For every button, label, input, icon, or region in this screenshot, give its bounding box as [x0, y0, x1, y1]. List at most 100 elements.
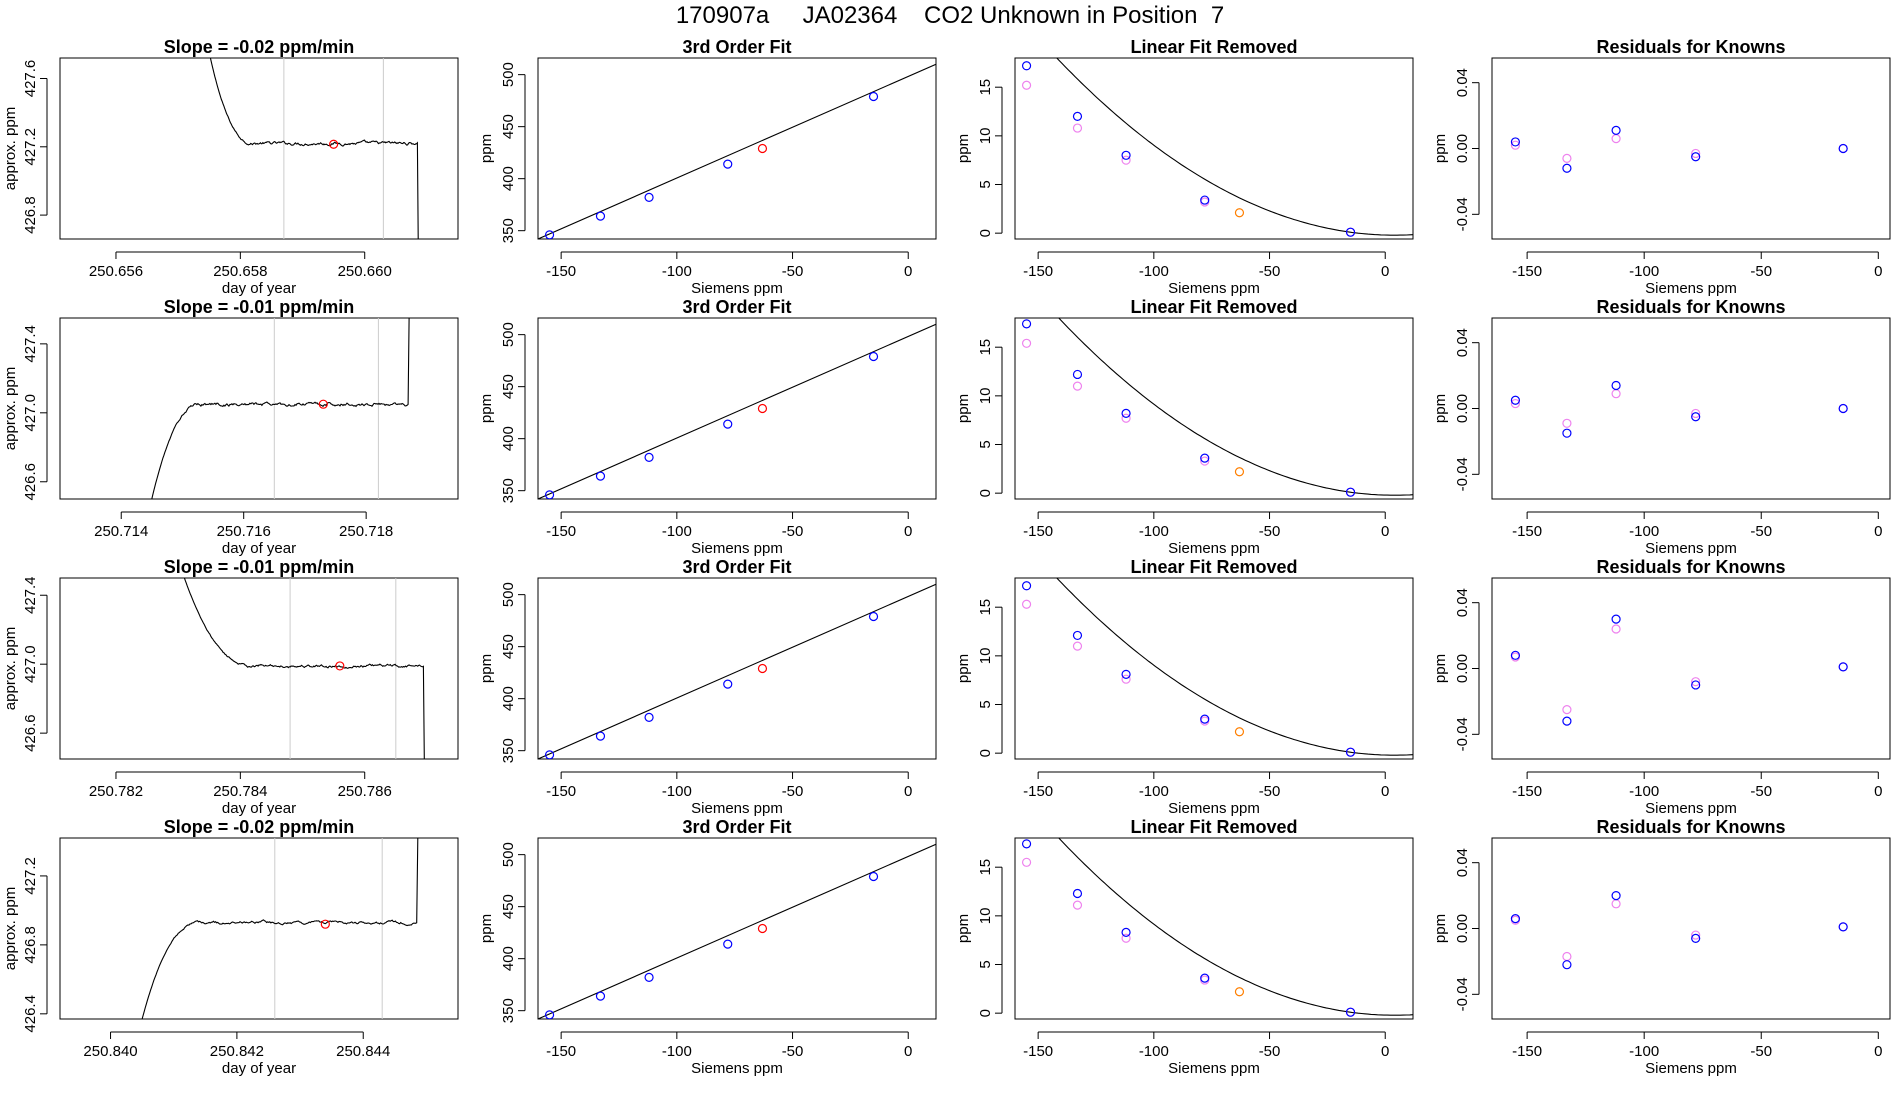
x-axis-title: day of year [222, 1060, 296, 1077]
x-axis-title: Siemens ppm [1168, 1060, 1260, 1077]
residual-point-alt [1562, 705, 1572, 715]
x-tick-label: 0 [1381, 783, 1389, 800]
x-tick-label: -150 [1512, 523, 1542, 540]
signal-trace [183, 578, 430, 759]
y-tick-label: 400 [500, 166, 517, 191]
x-tick-label: -150 [1512, 263, 1542, 280]
x-tick-label: 250.656 [89, 263, 143, 280]
y-tick-label: 15 [977, 339, 994, 356]
x-tick-label: -150 [546, 783, 576, 800]
known-point-alt [1072, 641, 1083, 651]
x-tick-label: 0 [904, 523, 912, 540]
unknown-point [320, 919, 330, 929]
y-tick-label: 0 [977, 489, 994, 497]
residual-point-alt [1611, 389, 1621, 399]
x-tick-label: 0 [1381, 263, 1389, 280]
plot-area [1510, 890, 1848, 970]
plot-area [538, 323, 936, 499]
y-tick-label: 15 [977, 599, 994, 616]
residual-point [1611, 890, 1621, 901]
y-tick-label: 0.04 [1454, 328, 1471, 357]
x-axis-title: Siemens ppm [1168, 800, 1260, 817]
known-point [544, 750, 555, 759]
plot-area [1510, 614, 1848, 726]
plot-area [538, 583, 936, 759]
panel-title: 3rd Order Fit [682, 37, 791, 57]
y-tick-label: 0.04 [1454, 588, 1471, 617]
y-axis-title: ppm [1432, 394, 1449, 423]
y-tick-label: 15 [977, 79, 994, 96]
unknown-point [757, 403, 768, 414]
x-tick-label: -50 [1259, 783, 1281, 800]
x-tick-label: 250.840 [83, 1043, 137, 1060]
plot-area [151, 318, 413, 499]
y-tick-label: 350 [500, 998, 517, 1023]
x-tick-label: 250.782 [89, 783, 143, 800]
plot-frame [537, 57, 937, 240]
known-point [723, 159, 733, 169]
x-tick-label: -100 [1139, 783, 1169, 800]
panel-title: Slope = -0.01 ppm/min [164, 297, 355, 317]
known-point [644, 192, 654, 202]
plot-area [1510, 125, 1848, 173]
panel-r2-trace: Slope = -0.01 ppm/min 250.714 250.716 250.7… [2, 297, 459, 557]
panel-r4-resid: Residuals for Knowns -150 -100 -50 0 Siemens … [1432, 817, 1891, 1077]
x-tick-label: 0 [1381, 523, 1389, 540]
x-axis-title: Siemens ppm [1645, 1060, 1737, 1077]
known-point [1200, 714, 1210, 724]
x-tick-label: -100 [662, 523, 692, 540]
y-tick-label: 426.6 [22, 463, 39, 501]
x-axis-title: day of year [222, 800, 296, 817]
x-tick-label: -100 [662, 263, 692, 280]
known-point [1021, 319, 1032, 329]
known-point [595, 211, 606, 221]
known-point [1200, 453, 1210, 463]
panel-title: Residuals for Knowns [1596, 557, 1785, 577]
unknown-point [335, 661, 345, 671]
x-axis-title: Siemens ppm [1645, 280, 1737, 297]
x-tick-label: 0 [1874, 263, 1882, 280]
panel-r2-fit: 3rd Order Fit -150 -100 -50 0 Siemens ppm 350 4… [478, 297, 937, 557]
plot-frame [1491, 317, 1891, 500]
y-axis-title: ppm [955, 654, 972, 683]
x-tick-label: -50 [782, 523, 804, 540]
y-tick-label: 400 [500, 686, 517, 711]
y-tick-label: 350 [500, 738, 517, 763]
x-tick-label: -150 [1512, 1043, 1542, 1060]
x-axis-title: Siemens ppm [691, 540, 783, 557]
x-tick-label: 0 [1874, 783, 1882, 800]
y-tick-label: 5 [977, 440, 994, 448]
plot-frame [59, 837, 459, 1020]
x-tick-label: -50 [782, 783, 804, 800]
panel-title: Residuals for Knowns [1596, 297, 1785, 317]
residual-point [1510, 137, 1521, 147]
residual-point-alt [1611, 134, 1621, 144]
signal-trace [151, 318, 413, 499]
known-point [544, 1010, 555, 1019]
x-tick-label: -150 [546, 263, 576, 280]
panel-r1-linear: Linear Fit Removed -150 -100 -50 0 Siemens pp… [955, 37, 1414, 297]
x-axis-title: day of year [222, 540, 296, 557]
plot-frame [1014, 577, 1414, 760]
y-tick-label: -0.04 [1454, 197, 1471, 231]
known-point [723, 419, 733, 429]
x-tick-label: 250.716 [217, 523, 271, 540]
known-point [868, 351, 879, 362]
x-tick-label: -50 [1750, 263, 1772, 280]
known-point [1121, 669, 1131, 679]
panel-r4-trace: Slope = -0.02 ppm/min 250.840 250.842 250.8… [2, 817, 459, 1077]
residual-point [1691, 933, 1701, 943]
y-axis-title: ppm [1432, 914, 1449, 943]
residual-point [1611, 614, 1621, 624]
y-axis-title: approx. ppm [2, 887, 19, 970]
y-axis-title: ppm [478, 394, 495, 423]
x-tick-label: -100 [1629, 523, 1659, 540]
y-axis-title: ppm [1432, 134, 1449, 163]
y-axis-title: ppm [955, 394, 972, 423]
known-point-alt [1072, 381, 1083, 391]
y-tick-label: 10 [977, 648, 994, 665]
x-tick-label: -100 [1629, 1043, 1659, 1060]
known-point [1021, 581, 1032, 591]
residual-point-alt [1611, 624, 1621, 634]
y-tick-label: 0 [977, 1009, 994, 1017]
